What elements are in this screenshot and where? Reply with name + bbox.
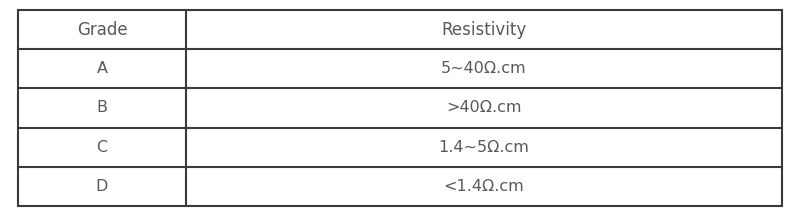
Text: 1.4~5Ω.cm: 1.4~5Ω.cm — [438, 140, 530, 155]
Text: B: B — [97, 100, 107, 116]
Text: Resistivity: Resistivity — [442, 21, 526, 39]
Text: A: A — [97, 61, 107, 76]
Text: C: C — [97, 140, 108, 155]
Text: >40Ω.cm: >40Ω.cm — [446, 100, 522, 116]
Text: Grade: Grade — [77, 21, 127, 39]
Text: 5~40Ω.cm: 5~40Ω.cm — [442, 61, 527, 76]
Text: D: D — [96, 179, 108, 194]
Text: <1.4Ω.cm: <1.4Ω.cm — [444, 179, 525, 194]
